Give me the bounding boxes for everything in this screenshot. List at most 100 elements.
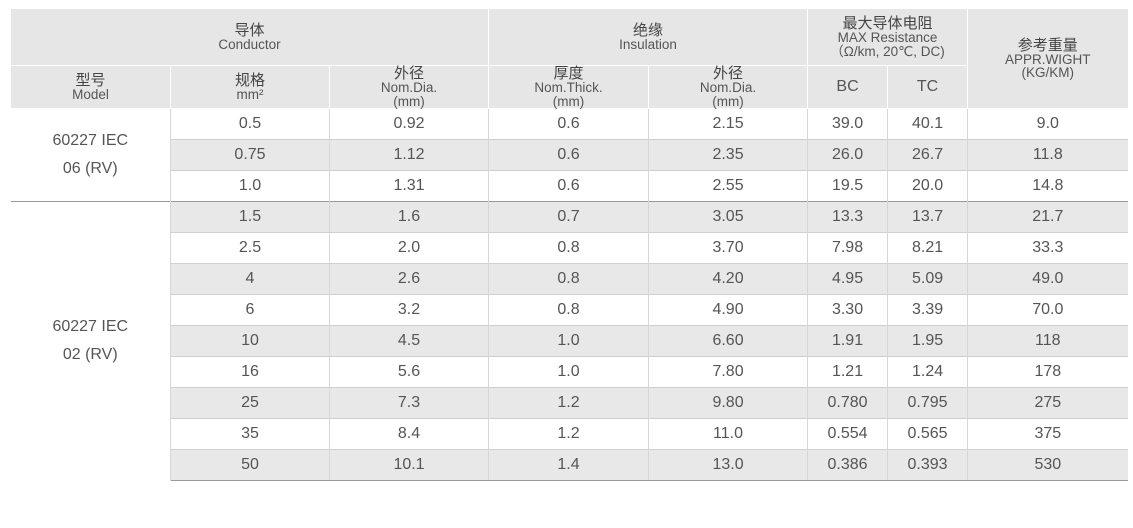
header-max-resistance: 最大导体电阻 MAX Resistance （Ω/km, 20℃, DC) — [807, 8, 969, 66]
insulation-dia-cell: 2.15 — [648, 108, 809, 140]
table-row: 25 7.3 1.2 9.80 0.780 0.795 275 — [11, 387, 1128, 419]
header-conductor-dia-en: Nom.Dia. — [380, 80, 438, 95]
model-cell: 60227 IEC 06 (RV) — [10, 108, 171, 202]
insulation-dia-cell: 7.80 — [648, 356, 809, 388]
table-row: 0.75 1.12 0.6 2.35 26.0 26.7 11.8 — [11, 139, 1128, 171]
bc-resistance-cell: 4.95 — [807, 263, 889, 295]
tc-resistance-cell: 1.95 — [887, 325, 969, 357]
thickness-cell: 1.0 — [488, 356, 650, 388]
table-row: 60227 IEC 06 (RV) 0.5 0.92 0.6 2.15 39.0 40.1 9.… — [10, 108, 1128, 202]
header-weight: 参考重量 APPR.WIGHT (KG/KM) — [967, 8, 1128, 109]
header-conductor-zh: 导体 — [234, 20, 265, 39]
header-tc: TC — [887, 65, 969, 109]
spec-cell: 1.0 — [170, 170, 330, 202]
spec-cell: 0.5 — [170, 108, 330, 140]
thickness-cell: 0.8 — [488, 263, 650, 295]
spec-cell: 25 — [170, 387, 330, 419]
table-row: 10 4.5 1.0 6.60 1.91 1.95 118 — [11, 325, 1128, 357]
header-thickness-zh: 厚度 — [553, 64, 584, 82]
bc-resistance-cell: 0.386 — [807, 449, 889, 481]
model-line2: 06 (RV) — [62, 160, 118, 177]
thickness-cell: 1.2 — [488, 418, 650, 450]
header-thickness: 厚度 Nom.Thick. (mm) — [488, 64, 650, 109]
header-insulation-dia-zh: 外径 — [713, 64, 744, 82]
spec-cell: 2.5 — [170, 232, 330, 264]
header-model-en: Model — [72, 86, 109, 102]
insulation-dia-cell: 4.90 — [648, 294, 809, 326]
table-row: 50 10.1 1.4 13.0 0.386 0.393 530 — [11, 449, 1128, 481]
header-conductor-dia-unit: (mm) — [393, 93, 425, 109]
spec-cell: 10 — [170, 325, 330, 357]
header-insulation-dia-en: Nom.Dia. — [699, 80, 757, 95]
spec-cell: 50 — [170, 449, 330, 481]
thickness-cell: 1.2 — [488, 387, 650, 419]
insulation-dia-cell: 13.0 — [648, 449, 809, 481]
spec-cell: 35 — [170, 418, 330, 450]
weight-cell: 49.0 — [967, 263, 1128, 295]
tc-resistance-cell: 0.795 — [887, 387, 969, 419]
model-line1: 60227 IEC — [52, 318, 129, 336]
header-conductor-en: Conductor — [218, 36, 281, 52]
conductor-dia-cell: 5.6 — [328, 356, 490, 388]
bc-resistance-cell: 0.780 — [807, 387, 889, 419]
spec-cell: 1.5 — [170, 201, 330, 233]
header-max-resistance-zh: 最大导体电阻 — [842, 14, 933, 32]
weight-cell: 9.0 — [967, 108, 1128, 140]
header-weight-en: APPR.WIGHT — [1005, 51, 1091, 67]
table-body: 60227 IEC 06 (RV) 0.5 0.92 0.6 2.15 39.0 40.1 9.… — [10, 108, 1128, 481]
tc-resistance-cell: 0.393 — [887, 449, 969, 481]
tc-resistance-cell: 40.1 — [887, 108, 969, 140]
table-header: 导体 Conductor 绝缘 Insulation 最大导体电阻 MAX Re… — [9, 8, 1128, 109]
header-bc-label: BC — [836, 78, 859, 95]
insulation-dia-cell: 2.35 — [648, 139, 809, 171]
header-insulation-zh: 绝缘 — [633, 20, 664, 39]
tc-resistance-cell: 26.7 — [887, 139, 969, 171]
thickness-cell: 1.4 — [488, 449, 650, 481]
model-line2: 02 (RV) — [62, 346, 118, 364]
cable-spec-table: 导体 Conductor 绝缘 Insulation 最大导体电阻 MAX Re… — [9, 8, 1128, 481]
insulation-dia-cell: 3.70 — [648, 232, 809, 264]
table-row: 6 3.2 0.8 4.90 3.30 3.39 70.0 — [11, 294, 1128, 326]
conductor-dia-cell: 1.12 — [328, 139, 490, 171]
header-max-resistance-unit: （Ω/km, 20℃, DC) — [830, 43, 945, 59]
conductor-dia-cell: 7.3 — [328, 387, 490, 419]
tc-resistance-cell: 3.39 — [887, 294, 969, 326]
header-thickness-unit: (mm) — [552, 93, 585, 109]
insulation-dia-cell: 6.60 — [648, 325, 809, 357]
header-insulation-dia-unit: (mm) — [712, 93, 744, 109]
header-spec-zh: 规格 — [234, 70, 265, 89]
weight-cell: 118 — [967, 325, 1128, 357]
conductor-dia-cell: 1.6 — [328, 201, 490, 233]
spec-cell: 0.75 — [170, 139, 330, 171]
insulation-dia-cell: 3.05 — [648, 201, 809, 233]
insulation-dia-cell: 2.55 — [648, 170, 809, 202]
conductor-dia-cell: 4.5 — [328, 325, 490, 357]
weight-cell: 530 — [967, 449, 1128, 481]
tc-resistance-cell: 8.21 — [887, 232, 969, 264]
thickness-cell: 1.0 — [488, 325, 650, 357]
bc-resistance-cell: 3.30 — [807, 294, 889, 326]
tc-resistance-cell: 0.565 — [887, 418, 969, 450]
bc-resistance-cell: 0.554 — [807, 418, 889, 450]
header-thickness-en: Nom.Thick. — [534, 80, 603, 95]
thickness-cell: 0.7 — [488, 201, 650, 233]
conductor-dia-cell: 1.31 — [328, 170, 490, 202]
header-max-resistance-en: MAX Resistance — [837, 30, 938, 45]
bc-resistance-cell: 13.3 — [807, 201, 889, 233]
model-line1: 60227 IEC — [52, 132, 129, 149]
table-row: 16 5.6 1.0 7.80 1.21 1.24 178 — [11, 356, 1128, 388]
bc-resistance-cell: 1.21 — [807, 356, 889, 388]
insulation-dia-cell: 11.0 — [648, 418, 809, 450]
weight-cell: 21.7 — [967, 201, 1128, 233]
bc-resistance-cell: 1.91 — [807, 325, 889, 357]
model-cell: 60227 IEC 02 (RV) — [10, 201, 171, 481]
tc-resistance-cell: 1.24 — [887, 356, 969, 388]
spec-table-container: 导体 Conductor 绝缘 Insulation 最大导体电阻 MAX Re… — [9, 8, 1128, 481]
bc-resistance-cell: 26.0 — [807, 139, 889, 171]
conductor-dia-cell: 8.4 — [328, 418, 490, 450]
table-row: 2.5 2.0 0.8 3.70 7.98 8.21 33.3 — [11, 232, 1128, 264]
header-insulation-en: Insulation — [619, 36, 677, 52]
tc-resistance-cell: 20.0 — [887, 170, 969, 202]
header-conductor-dia: 外径 Nom.Dia. (mm) — [328, 65, 490, 109]
insulation-dia-cell: 4.20 — [648, 263, 809, 295]
